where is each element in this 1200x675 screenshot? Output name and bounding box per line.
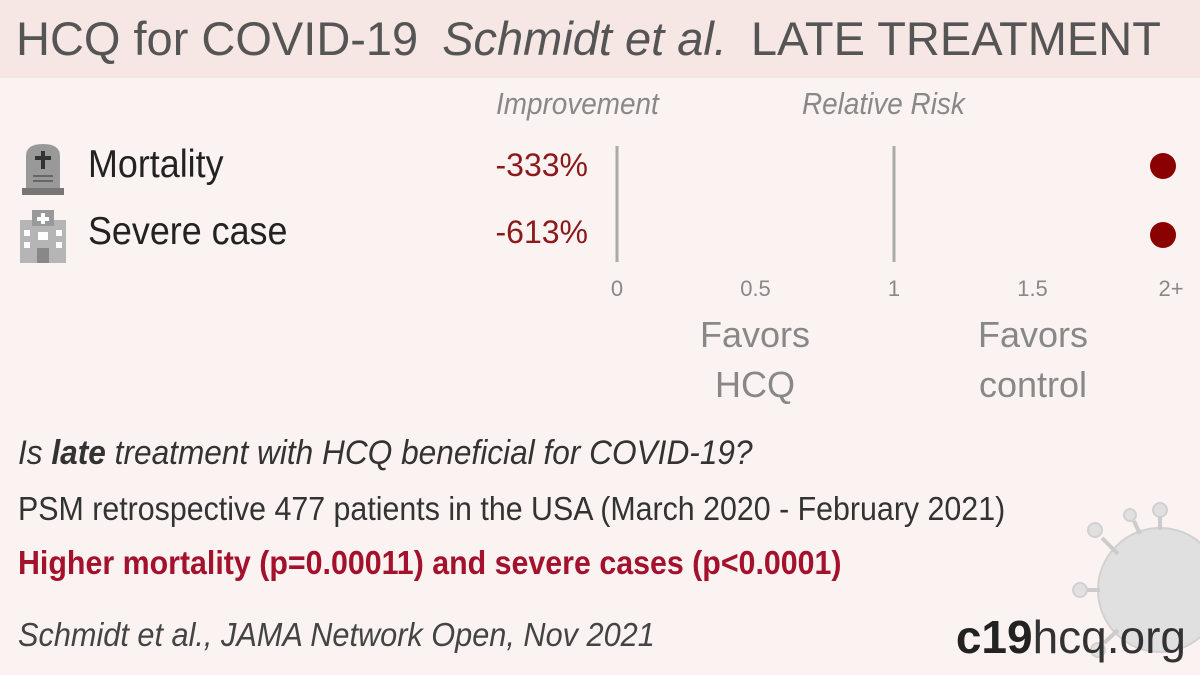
- citation: Schmidt et al., JAMA Network Open, Nov 2…: [18, 616, 655, 653]
- rr-point-severe-case: [1150, 222, 1176, 248]
- x-tick-label: 1.5: [1017, 276, 1048, 301]
- title-bar: HCQ for COVID-19 Schmidt et al. LATE TREAT…: [0, 0, 1200, 78]
- improvement-value-severe-case: -613%: [495, 214, 589, 250]
- favors-control-label: Favors control: [933, 310, 1133, 410]
- brand-logo[interactable]: c19hcq.org: [956, 610, 1186, 664]
- tombstone-icon: [16, 140, 70, 201]
- hospital-icon: [16, 206, 70, 269]
- favors-hcq-line1: Favors: [699, 314, 811, 355]
- brand-bold: c19: [955, 611, 1033, 663]
- forest-plot: 0 0.5 1 1.5 2+: [611, 146, 1184, 301]
- favors-hcq-label: Favors HCQ: [655, 310, 855, 410]
- conclusion-text: Higher mortality (p=0.00011) and severe …: [18, 544, 842, 581]
- question-bold: late: [51, 434, 106, 472]
- x-tick-label: 1: [888, 276, 900, 301]
- favors-hcq-line2: HCQ: [715, 364, 795, 405]
- brand-rest: hcq.org: [1032, 611, 1186, 663]
- question-text: Is late treatment with HCQ beneficial fo…: [18, 434, 753, 473]
- improvement-column-header: Improvement: [496, 86, 659, 121]
- title-study: Schmidt et al.: [442, 12, 727, 65]
- x-tick-label: 0.5: [740, 276, 771, 301]
- row-label-severe-case: Severe case: [88, 210, 288, 253]
- question-suffix: treatment with HCQ beneficial for COVID-…: [105, 434, 753, 472]
- favors-control-line1: Favors: [977, 314, 1089, 355]
- virus-icon: [1072, 502, 1200, 658]
- study-description: PSM retrospective 477 patients in the US…: [18, 490, 1006, 527]
- rr-point-mortality: [1150, 153, 1176, 179]
- x-tick-label: 2+: [1158, 276, 1183, 301]
- page-title: HCQ for COVID-19 Schmidt et al. LATE TREAT…: [16, 4, 1161, 74]
- x-tick-label: 0: [611, 276, 623, 301]
- title-topic: HCQ for COVID-19: [16, 12, 419, 65]
- question-prefix: Is: [18, 434, 52, 472]
- title-stage: LATE TREATMENT: [750, 12, 1161, 65]
- relative-risk-column-header: Relative Risk: [802, 86, 965, 121]
- improvement-value-mortality: -333%: [495, 147, 589, 183]
- favors-control-line2: control: [978, 364, 1088, 405]
- row-label-mortality: Mortality: [88, 143, 224, 186]
